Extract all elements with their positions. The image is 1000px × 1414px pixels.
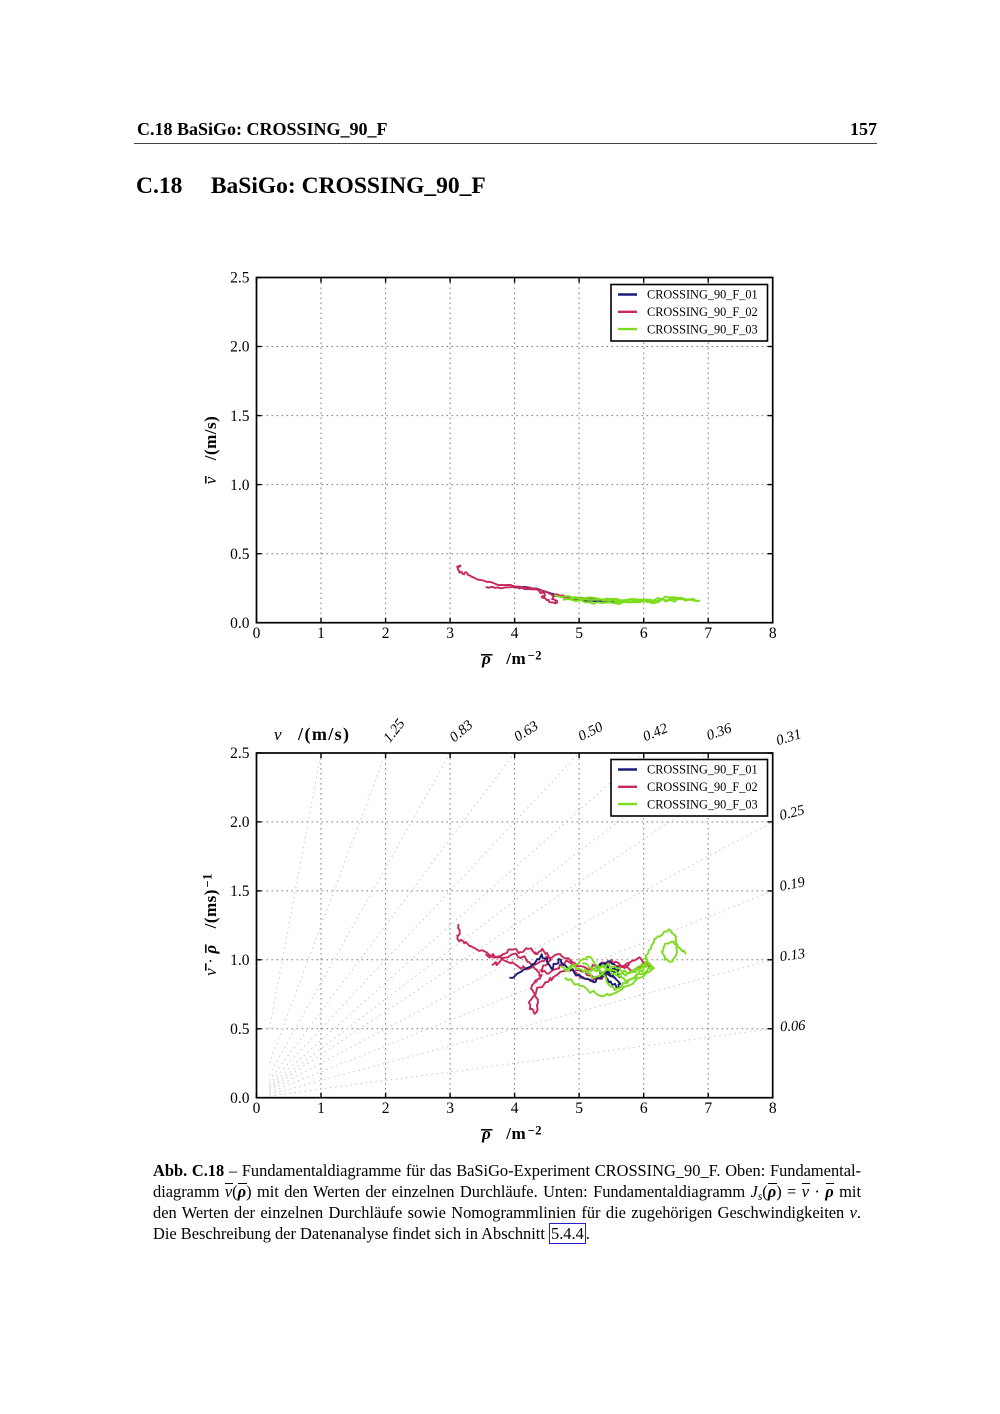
svg-text:CROSSING_90_F_03: CROSSING_90_F_03 (647, 322, 758, 336)
svg-text:0.06: 0.06 (780, 1018, 807, 1036)
svg-text:0.0: 0.0 (230, 615, 250, 632)
svg-text:3: 3 (446, 625, 454, 642)
svg-text:v/(m/s): v/(m/s) (274, 724, 350, 745)
svg-text:5: 5 (575, 625, 583, 642)
svg-text:0.19: 0.19 (778, 874, 807, 895)
svg-text:3: 3 (446, 1100, 454, 1117)
svg-text:4: 4 (511, 1100, 519, 1117)
svg-text:2: 2 (382, 1100, 390, 1117)
svg-text:0.63: 0.63 (511, 718, 541, 745)
svg-text:0.5: 0.5 (230, 546, 250, 563)
svg-text:0.0: 0.0 (230, 1090, 250, 1107)
svg-text:2.5: 2.5 (230, 270, 250, 287)
svg-text:v·ρ/(ms)−1: v·ρ/(ms)−1 (201, 873, 221, 976)
svg-text:2.0: 2.0 (230, 814, 250, 831)
svg-text:0.83: 0.83 (447, 717, 477, 746)
svg-text:5: 5 (575, 1100, 583, 1117)
svg-text:2: 2 (382, 625, 390, 642)
svg-text:1: 1 (317, 1100, 325, 1117)
svg-text:0.25: 0.25 (778, 802, 806, 824)
svg-text:1.5: 1.5 (230, 408, 250, 425)
svg-text:1.0: 1.0 (230, 952, 250, 969)
svg-text:0: 0 (253, 625, 261, 642)
svg-text:0.5: 0.5 (230, 1021, 250, 1038)
svg-text:8: 8 (769, 1100, 777, 1117)
svg-text:4: 4 (511, 625, 519, 642)
svg-text:2.5: 2.5 (230, 745, 250, 762)
svg-text:CROSSING_90_F_02: CROSSING_90_F_02 (647, 780, 758, 794)
svg-text:1.0: 1.0 (230, 477, 250, 494)
svg-text:CROSSING_90_F_02: CROSSING_90_F_02 (647, 305, 758, 319)
svg-text:CROSSING_90_F_03: CROSSING_90_F_03 (647, 797, 758, 811)
svg-text:0.36: 0.36 (704, 720, 734, 744)
svg-text:1: 1 (317, 625, 325, 642)
svg-text:0.42: 0.42 (641, 721, 671, 746)
svg-text:0.50: 0.50 (576, 719, 607, 745)
svg-text:1.25: 1.25 (380, 716, 408, 746)
svg-text:2.0: 2.0 (230, 339, 250, 356)
svg-text:8: 8 (769, 625, 777, 642)
svg-text:0: 0 (253, 1100, 261, 1117)
svg-text:CROSSING_90_F_01: CROSSING_90_F_01 (647, 763, 758, 777)
svg-text:1.5: 1.5 (230, 883, 250, 900)
svg-text:CROSSING_90_F_01: CROSSING_90_F_01 (647, 288, 758, 302)
svg-text:0.13: 0.13 (779, 946, 806, 965)
svg-text:6: 6 (640, 1100, 648, 1117)
svg-text:0.31: 0.31 (774, 726, 803, 749)
svg-text:ρ/m−2: ρ/m −2 (481, 649, 542, 669)
svg-text:7: 7 (704, 1100, 712, 1117)
svg-text:6: 6 (640, 625, 648, 642)
svg-text:7: 7 (704, 625, 712, 642)
svg-text:ρ/m−2: ρ/m −2 (481, 1124, 542, 1144)
svg-text:v/(m/s): v/(m/s) (201, 416, 220, 485)
